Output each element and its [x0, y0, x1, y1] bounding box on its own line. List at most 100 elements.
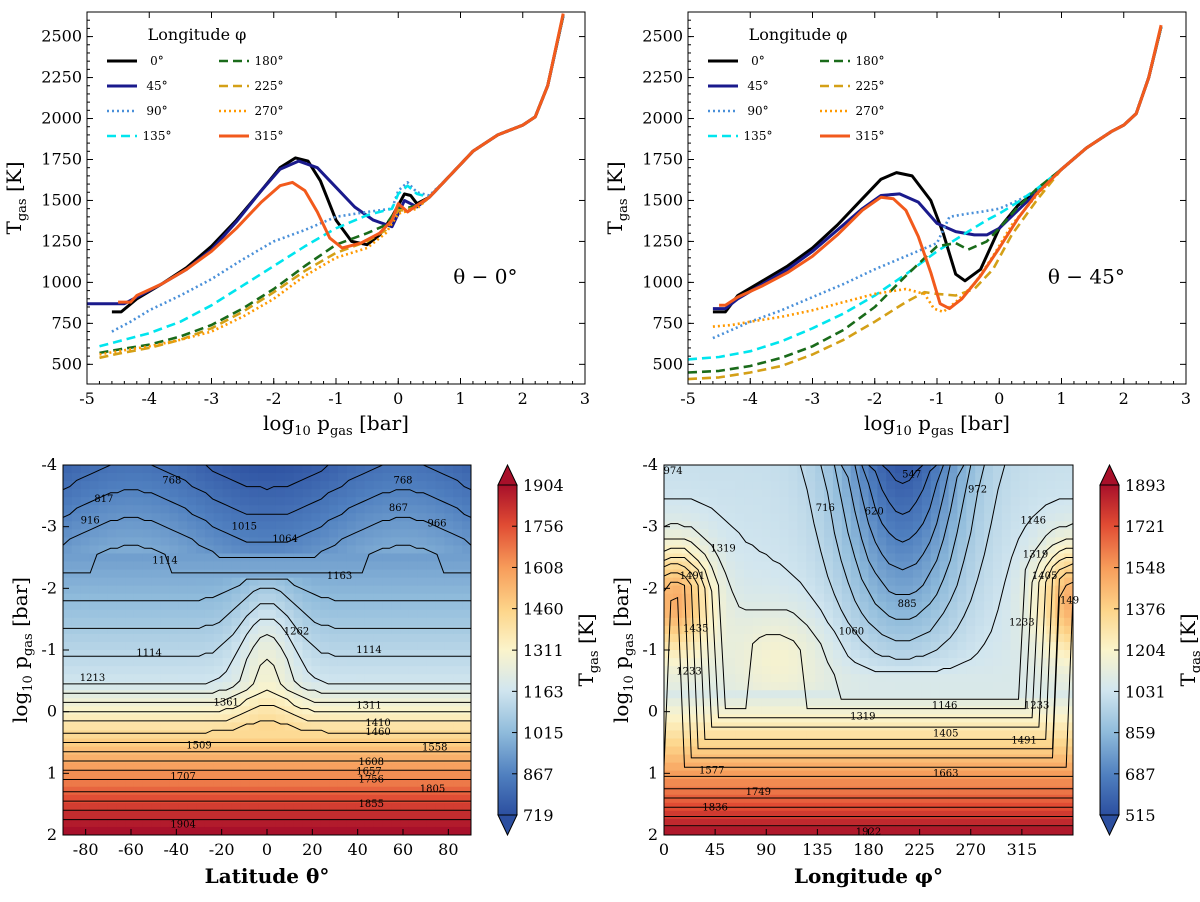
heatmap-cell: [921, 770, 932, 780]
contour-label: 1577: [699, 765, 724, 776]
heatmap-cell: [400, 818, 410, 828]
heatmap-cell: [196, 489, 206, 498]
heatmap-cell: [187, 641, 197, 651]
heatmap-cell: [690, 505, 701, 514]
heatmap-cell: [284, 473, 295, 482]
heatmap-cell: [267, 778, 277, 788]
heatmap-cell: [681, 674, 692, 683]
heatmap-cell: [1046, 641, 1056, 651]
heatmap-cell: [984, 794, 994, 804]
heatmap-cell: [699, 746, 710, 756]
heatmap-cell: [957, 794, 967, 804]
heatmap-cell: [107, 553, 117, 563]
colorbar-tick-label: 1311: [523, 641, 564, 660]
heatmap-cell: [329, 650, 339, 659]
heatmap-cell: [841, 497, 852, 506]
heatmap-cell: [992, 617, 1003, 627]
heatmap-cell: [717, 569, 727, 579]
heatmap-cell: [107, 505, 117, 514]
heatmap-cell: [391, 706, 401, 715]
heatmap-cell: [672, 497, 683, 506]
heatmap-cell: [850, 810, 861, 820]
heatmap-cell: [735, 473, 745, 482]
heatmap-cell: [824, 545, 834, 555]
heatmap-cell: [204, 722, 215, 732]
heatmap-cell: [89, 826, 100, 835]
heatmap-cell: [71, 714, 82, 723]
heatmap-cell: [382, 569, 392, 579]
heatmap-cell: [788, 706, 798, 715]
heatmap-cell: [726, 473, 736, 482]
heatmap-cell: [850, 513, 861, 522]
heatmap-cell: [417, 617, 428, 627]
heatmap-cell: [364, 601, 375, 611]
heatmap-cell: [302, 690, 312, 699]
heatmap-cell: [364, 818, 375, 828]
heatmap-cell: [382, 770, 392, 780]
heatmap-cell: [788, 810, 798, 820]
heatmap-cell: [948, 505, 959, 514]
heatmap-cell: [921, 810, 932, 820]
heatmap-cell: [815, 489, 825, 498]
heatmap-cell: [196, 593, 206, 603]
heatmap-cell: [770, 778, 781, 788]
heatmap-cell: [373, 489, 383, 498]
heatmap-cell: [258, 529, 268, 538]
heatmap-cell: [832, 641, 843, 651]
heatmap-cell: [249, 625, 259, 635]
heatmap-cell: [400, 617, 410, 627]
heatmap-cell: [779, 706, 790, 715]
heatmap-cell: [1037, 609, 1047, 619]
heatmap-cell: [435, 465, 445, 474]
heatmap-cell: [142, 521, 153, 530]
heatmap-cell: [63, 473, 73, 482]
heatmap-cell: [779, 481, 790, 490]
heatmap-cell: [815, 818, 825, 828]
heatmap-cell: [868, 674, 878, 683]
heatmap-cell: [400, 625, 410, 635]
heatmap-cell: [895, 666, 905, 675]
heatmap-cell: [391, 714, 401, 723]
heatmap-cell: [1064, 497, 1073, 506]
heatmap-cell: [1064, 690, 1073, 699]
heatmap-cell: [249, 658, 259, 667]
heatmap-cell: [89, 730, 100, 740]
heatmap-cell: [408, 690, 419, 699]
heatmap-cell: [1064, 593, 1073, 603]
heatmap-cell: [859, 641, 870, 651]
heatmap-cell: [868, 521, 878, 530]
heatmap-cell: [904, 521, 914, 530]
contour-label: 1410: [365, 718, 390, 729]
heatmap-cell: [204, 625, 215, 635]
heatmap-cell: [302, 722, 312, 732]
heatmap-cell: [240, 593, 250, 603]
heatmap-cell: [400, 641, 410, 651]
heatmap-cell: [850, 730, 861, 740]
heatmap-cell: [169, 802, 179, 812]
heatmap-cell: [1028, 770, 1039, 780]
heatmap-cell: [196, 513, 206, 522]
heatmap-cell: [364, 625, 375, 635]
heatmap-cell: [258, 770, 268, 780]
heatmap-cell: [1001, 714, 1012, 723]
heatmap-cell: [160, 497, 171, 506]
heatmap-cell: [337, 690, 348, 699]
heatmap-cell: [744, 489, 754, 498]
heatmap-cell: [311, 682, 321, 691]
contour-line: [664, 572, 1073, 750]
heatmap-cell: [213, 529, 224, 538]
heatmap-cell: [1001, 818, 1012, 828]
heatmap-cell: [726, 698, 736, 707]
heatmap-cell: [779, 794, 790, 804]
heatmap-cell: [717, 489, 727, 498]
heatmap-cell: [975, 593, 985, 603]
heatmap-cell: [744, 754, 754, 764]
heatmap-cell: [204, 682, 215, 691]
heatmap-cell: [877, 513, 887, 522]
heatmap-cell: [231, 682, 241, 691]
heatmap-cell: [1046, 585, 1056, 595]
heatmap-cell: [1001, 690, 1012, 699]
heatmap-cell: [63, 625, 73, 635]
heatmap-cell: [877, 746, 887, 756]
heatmap-cell: [222, 770, 233, 780]
